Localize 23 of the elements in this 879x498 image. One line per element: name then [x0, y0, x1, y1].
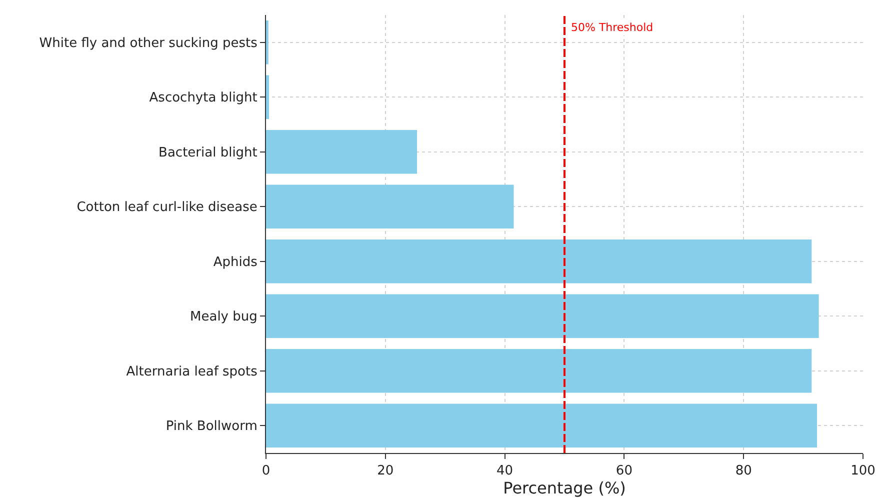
y-tick-label: White fly and other sucking pests: [39, 36, 258, 51]
x-tick-label: 100: [850, 464, 876, 479]
bar: [266, 348, 812, 393]
y-tick-label: Alternaria leaf spots: [126, 364, 258, 380]
x-tick-label: 20: [377, 464, 394, 479]
x-tick-label: 60: [616, 464, 632, 479]
bar: [266, 130, 418, 174]
bar: [266, 75, 269, 120]
bar: [266, 239, 812, 284]
y-tick-label: Mealy bug: [190, 310, 258, 325]
y-tick-label: Pink Bollworm: [166, 419, 258, 434]
x-axis-title: Percentage (%): [503, 478, 626, 498]
bar: [266, 404, 818, 448]
x-tick-label: 80: [735, 464, 752, 479]
ref-line-label: 50% Threshold: [571, 21, 654, 34]
y-tick-label: Aphids: [213, 254, 258, 270]
y-tick-label: Cotton leaf curl-like disease: [76, 200, 258, 216]
x-tick-label: 40: [496, 464, 514, 479]
bar: [266, 184, 514, 229]
y-tick-label: Ascochyta blight: [149, 90, 258, 106]
bar: [266, 294, 819, 338]
y-tick-label: Bacterial blight: [158, 145, 258, 160]
x-tick-label: 0: [262, 464, 270, 479]
